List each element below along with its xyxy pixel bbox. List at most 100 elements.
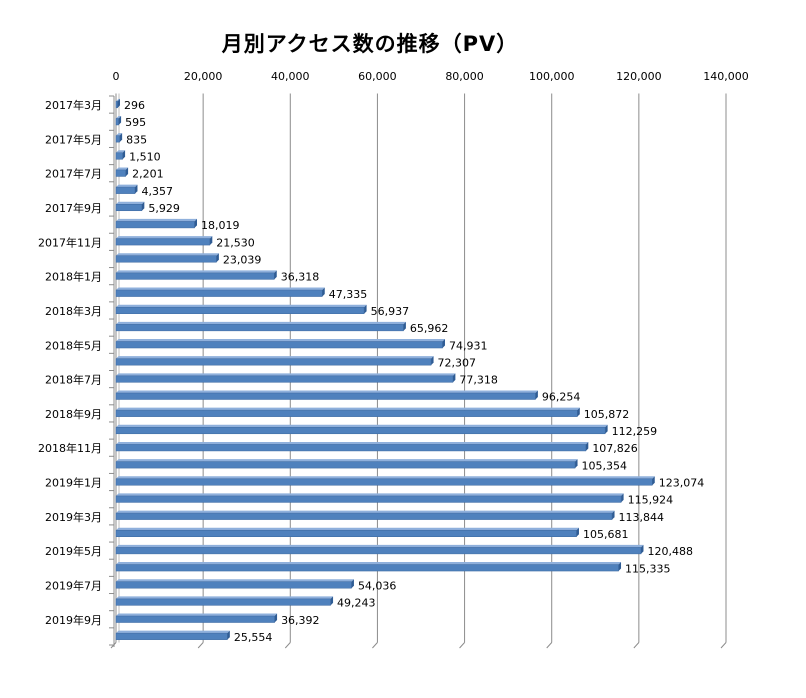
data-label: 65,962 <box>410 322 449 335</box>
bar-side <box>274 270 277 280</box>
bar <box>115 306 365 314</box>
y-tick-label: 2018年11月 <box>38 441 102 455</box>
x-tick-label: 120,000 <box>616 70 662 83</box>
bar <box>115 581 352 589</box>
y-tick-label: 2018年9月 <box>45 407 102 421</box>
bar-side <box>119 133 123 143</box>
data-label: 47,335 <box>329 288 368 301</box>
y-tick-label: 2019年7月 <box>45 578 102 592</box>
data-label: 96,254 <box>542 391 581 404</box>
bar-top <box>116 630 230 634</box>
bar-side <box>216 253 219 263</box>
bar-side <box>640 544 644 554</box>
bar <box>115 529 577 537</box>
gridline-floor <box>197 642 204 649</box>
bar-top <box>116 373 456 376</box>
bar <box>115 238 211 246</box>
data-label: 595 <box>125 116 146 129</box>
bar <box>115 444 587 452</box>
y-tick-label: 2018年7月 <box>45 373 102 387</box>
bar <box>115 478 653 486</box>
bar <box>115 547 642 555</box>
data-label: 18,019 <box>201 219 240 232</box>
bar-top <box>116 304 367 308</box>
bar-top <box>116 218 198 222</box>
bar-side <box>122 150 126 160</box>
data-label: 112,259 <box>612 425 658 438</box>
y-tick-label: 2017年7月 <box>45 167 102 181</box>
y-tick-label: 2017年11月 <box>38 235 102 249</box>
bar-side <box>274 613 278 623</box>
data-label: 4,357 <box>141 185 173 198</box>
bar-top <box>116 270 277 273</box>
bar <box>115 409 578 417</box>
data-label: 107,826 <box>592 442 638 455</box>
y-tick-label: 2017年3月 <box>45 98 102 112</box>
bar-side <box>621 493 624 503</box>
bar-top <box>116 201 145 205</box>
bar <box>115 152 123 160</box>
bar <box>115 358 432 366</box>
gridline-floor <box>372 642 378 649</box>
bar-side <box>117 98 120 108</box>
bar <box>115 461 576 469</box>
bar-top <box>116 476 655 479</box>
bar-side <box>364 304 367 314</box>
bar-top <box>116 493 624 496</box>
y-tick-label: 2019年1月 <box>45 476 102 490</box>
data-label: 123,074 <box>659 477 705 490</box>
bar-top <box>116 287 325 291</box>
data-label: 115,335 <box>625 562 671 575</box>
bar-top <box>116 527 579 531</box>
bar-side <box>431 356 434 366</box>
bar <box>115 169 126 177</box>
y-tick-label: 2018年1月 <box>45 270 102 284</box>
bar <box>115 427 606 435</box>
bar-top <box>116 167 129 170</box>
bar-top <box>116 544 644 548</box>
bar <box>115 186 136 194</box>
data-label: 25,554 <box>234 631 272 644</box>
data-label: 5,929 <box>148 202 180 215</box>
bar-side <box>125 167 129 177</box>
bar <box>115 255 217 263</box>
bar-side <box>618 562 622 572</box>
bar <box>115 564 619 572</box>
data-label: 2,201 <box>132 168 164 181</box>
bar <box>115 324 404 332</box>
bar <box>115 101 118 109</box>
bar-side <box>194 218 198 228</box>
data-label: 54,036 <box>358 579 397 592</box>
x-tick-label: 20,000 <box>184 70 223 83</box>
bar-side <box>322 287 325 297</box>
bar-top <box>116 115 122 119</box>
bar-top <box>116 184 138 188</box>
bar <box>115 272 275 280</box>
bar-top <box>116 459 578 462</box>
y-tick-label: 2017年5月 <box>45 132 102 146</box>
bar <box>115 375 454 383</box>
bar-top <box>116 424 608 428</box>
bar <box>115 118 119 126</box>
bar <box>115 392 536 400</box>
x-tick-label: 140,000 <box>703 70 749 83</box>
data-label: 21,530 <box>216 236 255 249</box>
bar-side <box>134 184 138 194</box>
bar-top <box>116 98 120 102</box>
bar-side <box>209 236 213 246</box>
bar-side <box>403 321 406 331</box>
bar <box>115 598 331 606</box>
bar-top <box>116 321 406 325</box>
data-label: 77,318 <box>459 374 498 387</box>
bar-top <box>116 596 334 599</box>
data-label: 115,924 <box>628 494 674 507</box>
bar <box>115 512 613 520</box>
bar-top <box>116 339 445 342</box>
bar-side <box>330 596 334 606</box>
x-tick-label: 0 <box>113 70 120 83</box>
bar-top <box>116 407 580 411</box>
bar-side <box>452 373 456 383</box>
data-label: 36,318 <box>281 271 320 284</box>
bar-top <box>116 133 123 136</box>
